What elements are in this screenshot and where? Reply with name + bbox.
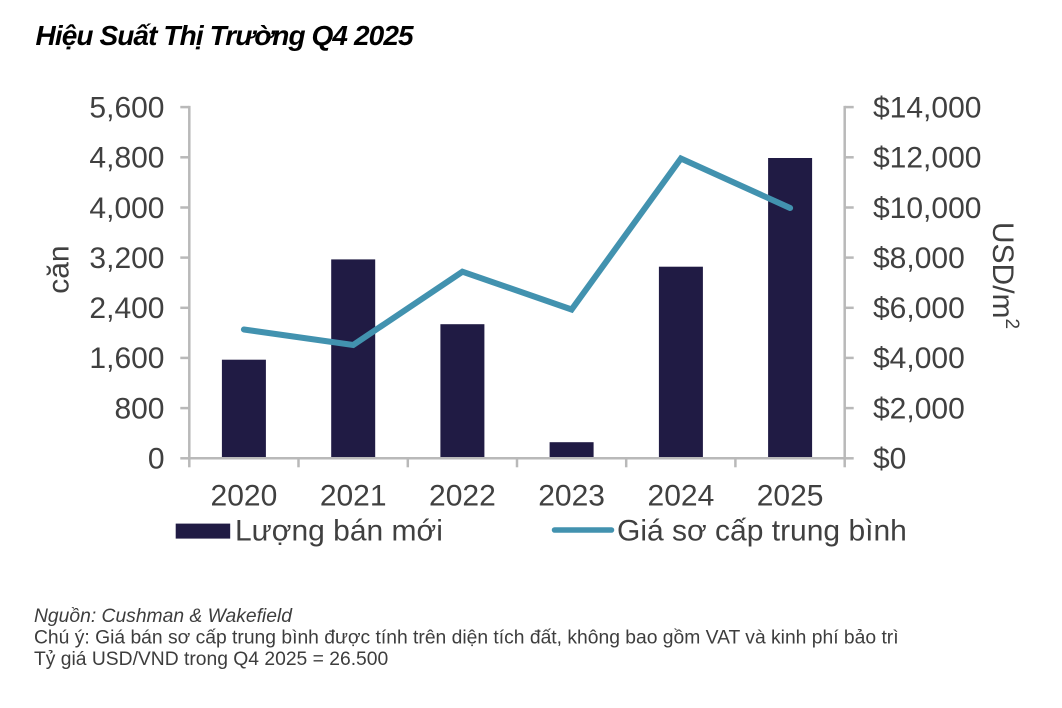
svg-text:2025: 2025 [757, 480, 824, 513]
svg-text:2021: 2021 [320, 480, 387, 513]
svg-text:2024: 2024 [648, 480, 715, 513]
svg-text:căn: căn [43, 245, 76, 293]
svg-text:Giá sơ cấp trung bình: Giá sơ cấp trung bình [617, 515, 907, 548]
svg-text:$14,000: $14,000 [873, 91, 981, 124]
svg-text:Chú ý: Giá bán sơ cấp trung bì: Chú ý: Giá bán sơ cấp trung bình được tí… [34, 628, 899, 649]
svg-text:2020: 2020 [211, 480, 278, 513]
svg-text:4,000: 4,000 [89, 192, 164, 225]
svg-text:3,200: 3,200 [89, 242, 164, 275]
svg-text:4,800: 4,800 [89, 142, 164, 175]
svg-text:1,600: 1,600 [89, 342, 164, 375]
svg-text:$6,000: $6,000 [873, 292, 965, 325]
svg-text:$4,000: $4,000 [873, 342, 965, 375]
svg-text:$0: $0 [873, 443, 906, 476]
svg-text:$8,000: $8,000 [873, 242, 965, 275]
svg-text:0: 0 [148, 443, 165, 476]
svg-text:2,400: 2,400 [89, 292, 164, 325]
svg-text:2023: 2023 [538, 480, 605, 513]
svg-text:$2,000: $2,000 [873, 392, 965, 425]
svg-text:Nguồn: Cushman & Wakefield: Nguồn: Cushman & Wakefield [34, 606, 293, 627]
svg-text:USD/m2: USD/m2 [986, 222, 1022, 329]
svg-text:Hiệu Suất Thị Trường Q4 2025: Hiệu Suất Thị Trường Q4 2025 [36, 20, 414, 51]
svg-text:800: 800 [114, 392, 164, 425]
svg-text:$12,000: $12,000 [873, 142, 981, 175]
svg-text:2022: 2022 [429, 480, 496, 513]
svg-text:$10,000: $10,000 [873, 192, 981, 225]
svg-text:Lượng bán mới: Lượng bán mới [235, 515, 443, 548]
svg-text:Tỷ giá USD/VND trong Q4 2025 =: Tỷ giá USD/VND trong Q4 2025 = 26.500 [34, 649, 388, 670]
svg-text:5,600: 5,600 [89, 91, 164, 124]
